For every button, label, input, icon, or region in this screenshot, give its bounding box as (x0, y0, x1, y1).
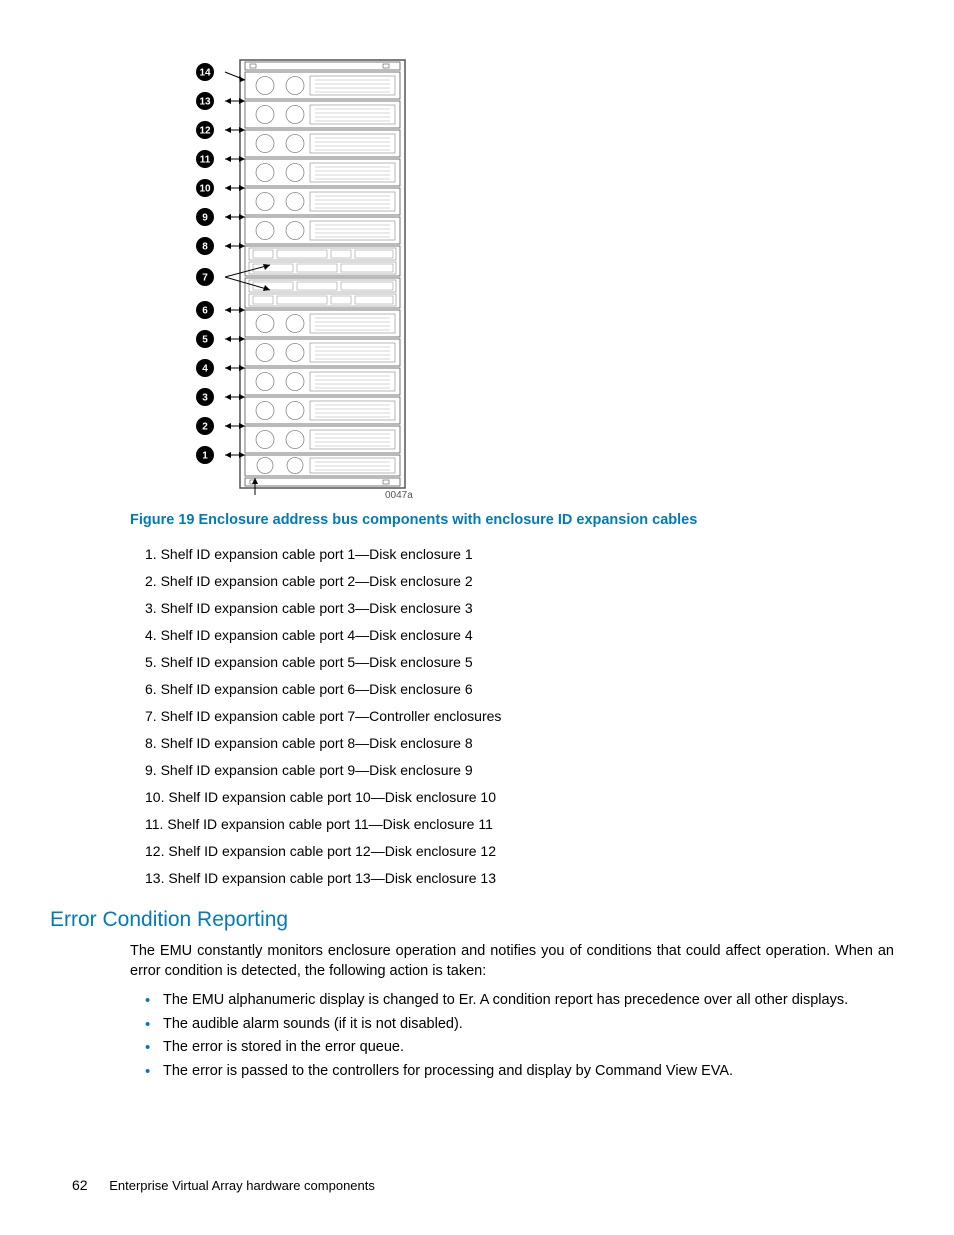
enclosure-diagram: 14 13 12 11 10 (135, 50, 415, 500)
figure-container: 14 13 12 11 10 (135, 50, 894, 500)
list-item: 9. Shelf ID expansion cable port 9—Disk … (145, 762, 894, 778)
list-item: 12. Shelf ID expansion cable port 12—Dis… (145, 843, 894, 859)
bullet-item: The error is stored in the error queue. (145, 1038, 894, 1058)
svg-text:12: 12 (199, 126, 211, 137)
bullet-list: The EMU alphanumeric display is changed … (145, 991, 894, 1081)
list-item: 2. Shelf ID expansion cable port 2—Disk … (145, 573, 894, 589)
footer-title: Enterprise Virtual Array hardware compon… (109, 1178, 375, 1193)
bullet-item: The audible alarm sounds (if it is not d… (145, 1015, 894, 1035)
svg-text:13: 13 (199, 97, 211, 108)
svg-text:7: 7 (202, 273, 208, 284)
document-page: 14 13 12 11 10 (0, 0, 954, 1125)
list-item: 8. Shelf ID expansion cable port 8—Disk … (145, 735, 894, 751)
port-list: 1. Shelf ID expansion cable port 1—Disk … (145, 546, 894, 886)
list-item: 10. Shelf ID expansion cable port 10—Dis… (145, 789, 894, 805)
bullet-item: The error is passed to the controllers f… (145, 1062, 894, 1082)
section-heading: Error Condition Reporting (50, 908, 894, 932)
list-item: 3. Shelf ID expansion cable port 3—Disk … (145, 600, 894, 616)
svg-text:11: 11 (200, 155, 211, 166)
figure-id-label: 0047a (385, 490, 413, 500)
list-item: 7. Shelf ID expansion cable port 7—Contr… (145, 708, 894, 724)
svg-text:1: 1 (202, 451, 208, 462)
svg-text:4: 4 (202, 364, 208, 375)
svg-text:3: 3 (202, 393, 208, 404)
svg-text:8: 8 (202, 242, 208, 253)
svg-text:5: 5 (202, 335, 208, 346)
list-item: 1. Shelf ID expansion cable port 1—Disk … (145, 546, 894, 562)
svg-text:10: 10 (199, 184, 211, 195)
figure-caption: Figure 19 Enclosure address bus componen… (130, 512, 894, 528)
svg-text:14: 14 (199, 68, 211, 79)
list-item: 13. Shelf ID expansion cable port 13—Dis… (145, 870, 894, 886)
page-footer: 62 Enterprise Virtual Array hardware com… (72, 1177, 375, 1193)
list-item: 5. Shelf ID expansion cable port 5—Disk … (145, 654, 894, 670)
svg-text:6: 6 (202, 306, 208, 317)
bullet-item: The EMU alphanumeric display is changed … (145, 991, 894, 1011)
page-number: 62 (72, 1177, 88, 1193)
list-item: 6. Shelf ID expansion cable port 6—Disk … (145, 681, 894, 697)
list-item: 4. Shelf ID expansion cable port 4—Disk … (145, 627, 894, 643)
list-item: 11. Shelf ID expansion cable port 11—Dis… (145, 816, 894, 832)
svg-text:2: 2 (202, 422, 208, 433)
svg-text:9: 9 (202, 213, 208, 224)
section-paragraph: The EMU constantly monitors enclosure op… (130, 942, 894, 981)
